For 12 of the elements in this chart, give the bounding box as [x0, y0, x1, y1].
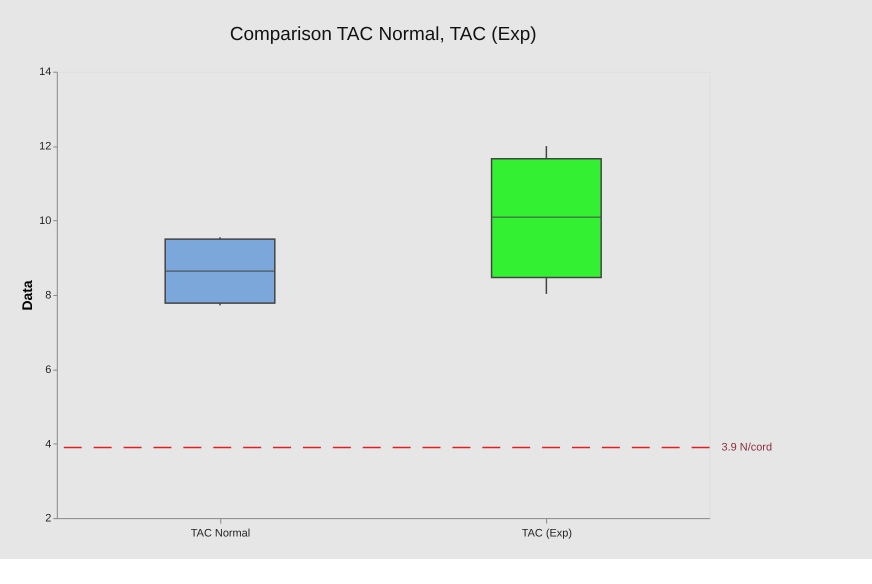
- y-tick-label: 14: [39, 66, 52, 78]
- y-tick-label: 10: [39, 215, 52, 228]
- y-tick-label: 6: [45, 364, 52, 376]
- chart-title: Comparison TAC Normal, TAC (Exp): [230, 24, 537, 45]
- y-tick-label: 4: [45, 438, 52, 450]
- y-tick-label: 12: [39, 140, 52, 153]
- y-tick-label: 2: [45, 512, 52, 525]
- y-axis-title: Data: [19, 280, 36, 311]
- ref-line-label: 3.9 N/cord: [722, 441, 772, 454]
- y-tick-label: 8: [45, 289, 52, 302]
- x-tick-label: TAC (Exp): [522, 528, 572, 540]
- x-tick-label: TAC Normal: [190, 528, 250, 540]
